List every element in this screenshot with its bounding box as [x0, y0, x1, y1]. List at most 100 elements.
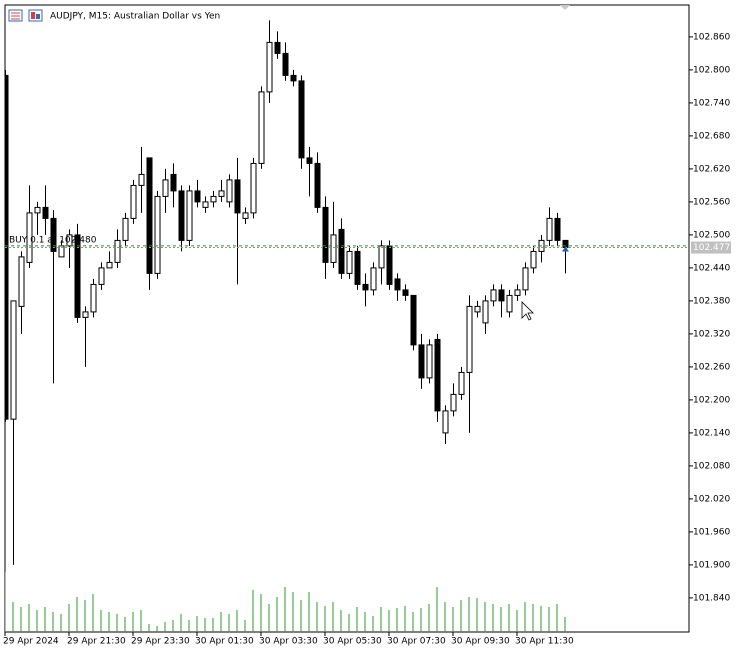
- x-tick-label: 30 Apr 05:30: [323, 637, 382, 647]
- candle-body: [18, 256, 25, 307]
- candle-body: [410, 294, 417, 346]
- x-tick-label: 29 Apr 2024: [3, 637, 59, 647]
- candle-body: [282, 52, 289, 76]
- icon: [28, 9, 43, 22]
- candle-body: [530, 250, 537, 269]
- candle-body: [194, 190, 201, 203]
- y-tick-label: 102.800: [693, 65, 730, 75]
- y-tick-label: 102.620: [693, 164, 730, 174]
- candle-body: [418, 344, 425, 379]
- mouse-cursor: [521, 301, 534, 321]
- y-tick-label: 101.900: [693, 560, 730, 570]
- candle-body: [474, 305, 481, 313]
- candle-body: [506, 294, 513, 313]
- candle-body: [10, 300, 17, 420]
- candle-body: [434, 338, 441, 412]
- y-tick-label: 102.380: [693, 296, 730, 306]
- symbol-icons: [8, 9, 43, 22]
- candle-body: [146, 157, 153, 274]
- candle-body: [34, 206, 41, 214]
- candle-body: [354, 250, 361, 285]
- y-tick-label: 102.080: [693, 461, 730, 471]
- candle-body: [394, 278, 401, 291]
- candle-body: [218, 190, 225, 197]
- candle-body: [562, 239, 569, 249]
- candle-body: [90, 283, 97, 313]
- scroll-marker: [560, 5, 570, 10]
- candle-body: [490, 289, 497, 302]
- y-tick-label: 102.440: [693, 263, 730, 273]
- candle-body: [330, 234, 337, 263]
- candle-body: [130, 184, 137, 219]
- candle-body: [202, 201, 209, 208]
- candle-body: [106, 261, 113, 269]
- candle-body: [554, 217, 561, 241]
- plot-frame: [4, 4, 690, 633]
- candle-body: [514, 289, 521, 296]
- candle-body: [378, 245, 385, 269]
- candle-body: [346, 250, 353, 274]
- candle-body: [74, 234, 81, 318]
- y-tick-label: 102.500: [693, 230, 730, 240]
- candle-body: [362, 283, 369, 291]
- candle-body: [122, 217, 129, 241]
- candle-body: [42, 206, 49, 219]
- candle-body: [242, 212, 249, 219]
- candle-body: [386, 245, 393, 285]
- candle-body: [114, 239, 121, 263]
- candle-body: [226, 179, 233, 203]
- candle-body: [170, 173, 177, 192]
- candle-body: [426, 344, 433, 379]
- x-tick-label: 30 Apr 01:30: [195, 637, 254, 647]
- candle-body: [498, 289, 505, 302]
- candle-body: [458, 371, 465, 395]
- candle-body: [290, 74, 297, 82]
- x-tick-label: 29 Apr 23:30: [131, 637, 190, 647]
- trade-label: BUY 0.1 at 102.480: [9, 235, 97, 245]
- x-tick-label: 30 Apr 07:30: [387, 637, 446, 647]
- candle-body: [274, 41, 281, 54]
- candle-body: [210, 195, 217, 203]
- candle-body: [154, 195, 161, 274]
- y-tick-label: 102.200: [693, 395, 730, 405]
- candle-body: [482, 300, 489, 324]
- plot-area: [5, 20, 569, 632]
- x-tick-label: 30 Apr 09:30: [451, 637, 510, 647]
- candle-body: [82, 311, 89, 318]
- y-tick-label: 102.680: [693, 131, 730, 141]
- y-tick-label: 102.740: [693, 98, 730, 108]
- candle-body: [50, 217, 57, 252]
- candle-body: [298, 80, 305, 159]
- icon-bar: [31, 12, 35, 19]
- candle-body: [402, 289, 409, 296]
- candle-body: [522, 267, 529, 291]
- candle-body: [442, 410, 449, 434]
- x-tick-label: 29 Apr 21:30: [67, 637, 126, 647]
- candle-body: [98, 267, 105, 285]
- candle-body: [26, 212, 33, 263]
- y-tick-label: 102.140: [693, 428, 730, 438]
- candle-body: [178, 190, 185, 241]
- candle-body: [138, 173, 145, 186]
- candle-body: [322, 206, 329, 263]
- y-tick-label: 102.260: [693, 362, 730, 372]
- candle-body: [306, 157, 313, 164]
- y-tick-label: 101.960: [693, 527, 730, 537]
- bid-label: 102.477: [693, 243, 730, 253]
- candle-body: [450, 393, 457, 412]
- candle-body: [250, 162, 257, 214]
- x-tick-label: 30 Apr 03:30: [259, 637, 318, 647]
- trade-arrow: [562, 246, 569, 252]
- icon-bar: [36, 14, 40, 19]
- candle-body: [466, 305, 473, 373]
- candle-body: [258, 91, 265, 164]
- y-tick-label: 102.020: [693, 494, 730, 504]
- y-tick-label: 102.320: [693, 329, 730, 339]
- candle-body: [338, 228, 345, 274]
- candle-body: [546, 217, 553, 241]
- bid-label-box: [691, 241, 731, 254]
- candle-body: [186, 190, 193, 241]
- chart-title: AUDJPY, M15: Australian Dollar vs Yen: [50, 12, 220, 22]
- candle-body: [314, 162, 321, 208]
